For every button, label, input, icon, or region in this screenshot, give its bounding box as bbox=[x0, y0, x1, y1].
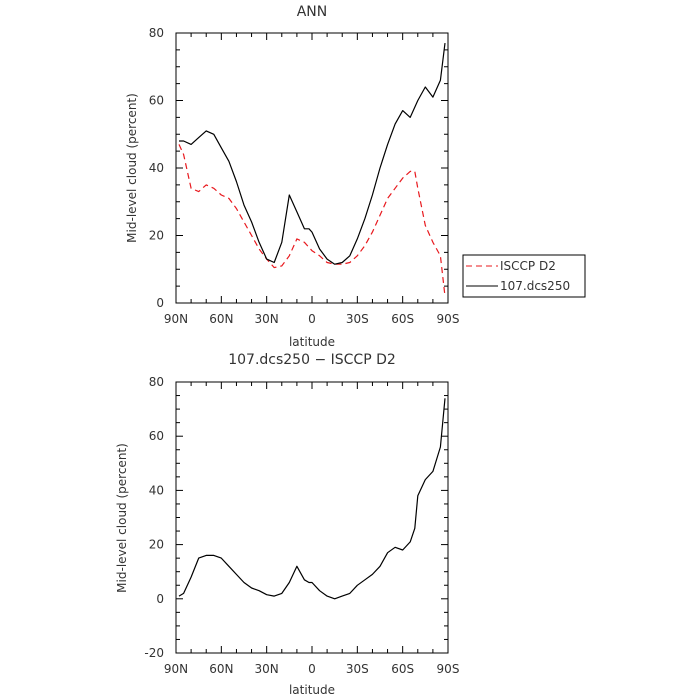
bottom-chart-plot-area: -20 0 20 40 60 80 90N 60N 30N 0 30S 60S 90S bbox=[144, 375, 459, 676]
y-tick-label: 20 bbox=[149, 229, 164, 243]
top-chart-y-axis-title: Mid-level cloud (percent) bbox=[125, 93, 139, 243]
y-tick-label: 40 bbox=[149, 483, 164, 497]
y-tick-label: 80 bbox=[149, 26, 164, 40]
top-chart-title: ANN bbox=[297, 4, 328, 20]
plot-frame bbox=[175, 381, 449, 654]
x-tick-label: 30S bbox=[346, 312, 369, 326]
x-tick-label: 0 bbox=[308, 312, 316, 326]
x-tick-label: 30S bbox=[346, 662, 369, 676]
bottom-chart-title: 107.dcs250 − ISCCP D2 bbox=[228, 352, 396, 368]
y-tick-label: 80 bbox=[149, 375, 164, 389]
y-tick-label: 0 bbox=[156, 296, 164, 310]
y-tick-label: 60 bbox=[149, 94, 164, 108]
bottom-chart-y-axis-title: Mid-level cloud (percent) bbox=[115, 443, 129, 593]
top-chart-legend: ISCCP D2 107.dcs250 bbox=[462, 254, 586, 298]
x-tick-label: 30N bbox=[255, 312, 279, 326]
legend-label-isccp-d2: ISCCP D2 bbox=[500, 259, 556, 273]
x-tick-label: 60N bbox=[209, 312, 233, 326]
x-tick-label: 60N bbox=[209, 662, 233, 676]
bottom-chart-x-axis-title: latitude bbox=[289, 683, 335, 697]
x-tick-label: 60S bbox=[391, 662, 414, 676]
y-tick-label: 20 bbox=[149, 538, 164, 552]
x-tick-label: 60S bbox=[391, 312, 414, 326]
legend-box bbox=[462, 254, 586, 298]
plot-frame bbox=[175, 32, 449, 304]
legend-label-107-dcs250: 107.dcs250 bbox=[500, 279, 570, 293]
x-tick-label: 90S bbox=[437, 312, 460, 326]
top-chart: ANN latitude Mid-level cloud (percent) 0… bbox=[125, 4, 586, 349]
x-tick-label: 0 bbox=[308, 662, 316, 676]
y-tick-label: 0 bbox=[156, 592, 164, 606]
y-tick-label: -20 bbox=[144, 646, 164, 660]
x-tick-label: 30N bbox=[255, 662, 279, 676]
y-tick-label: 40 bbox=[149, 161, 164, 175]
series-line-107-dcs250 bbox=[179, 43, 446, 265]
x-tick-label: 90S bbox=[437, 662, 460, 676]
x-tick-label: 90N bbox=[164, 662, 188, 676]
series-line-isccp-d2 bbox=[178, 144, 446, 297]
top-chart-x-axis-title: latitude bbox=[289, 335, 335, 349]
series-line-difference-0 bbox=[178, 398, 446, 600]
y-tick-label: 60 bbox=[149, 429, 164, 443]
top-chart-plot-area: 0 20 40 60 80 90N 60N 30N 0 30S 60S 90S bbox=[149, 26, 460, 326]
x-tick-label: 90N bbox=[164, 312, 188, 326]
bottom-chart: 107.dcs250 − ISCCP D2 latitude Mid-level… bbox=[115, 352, 459, 697]
